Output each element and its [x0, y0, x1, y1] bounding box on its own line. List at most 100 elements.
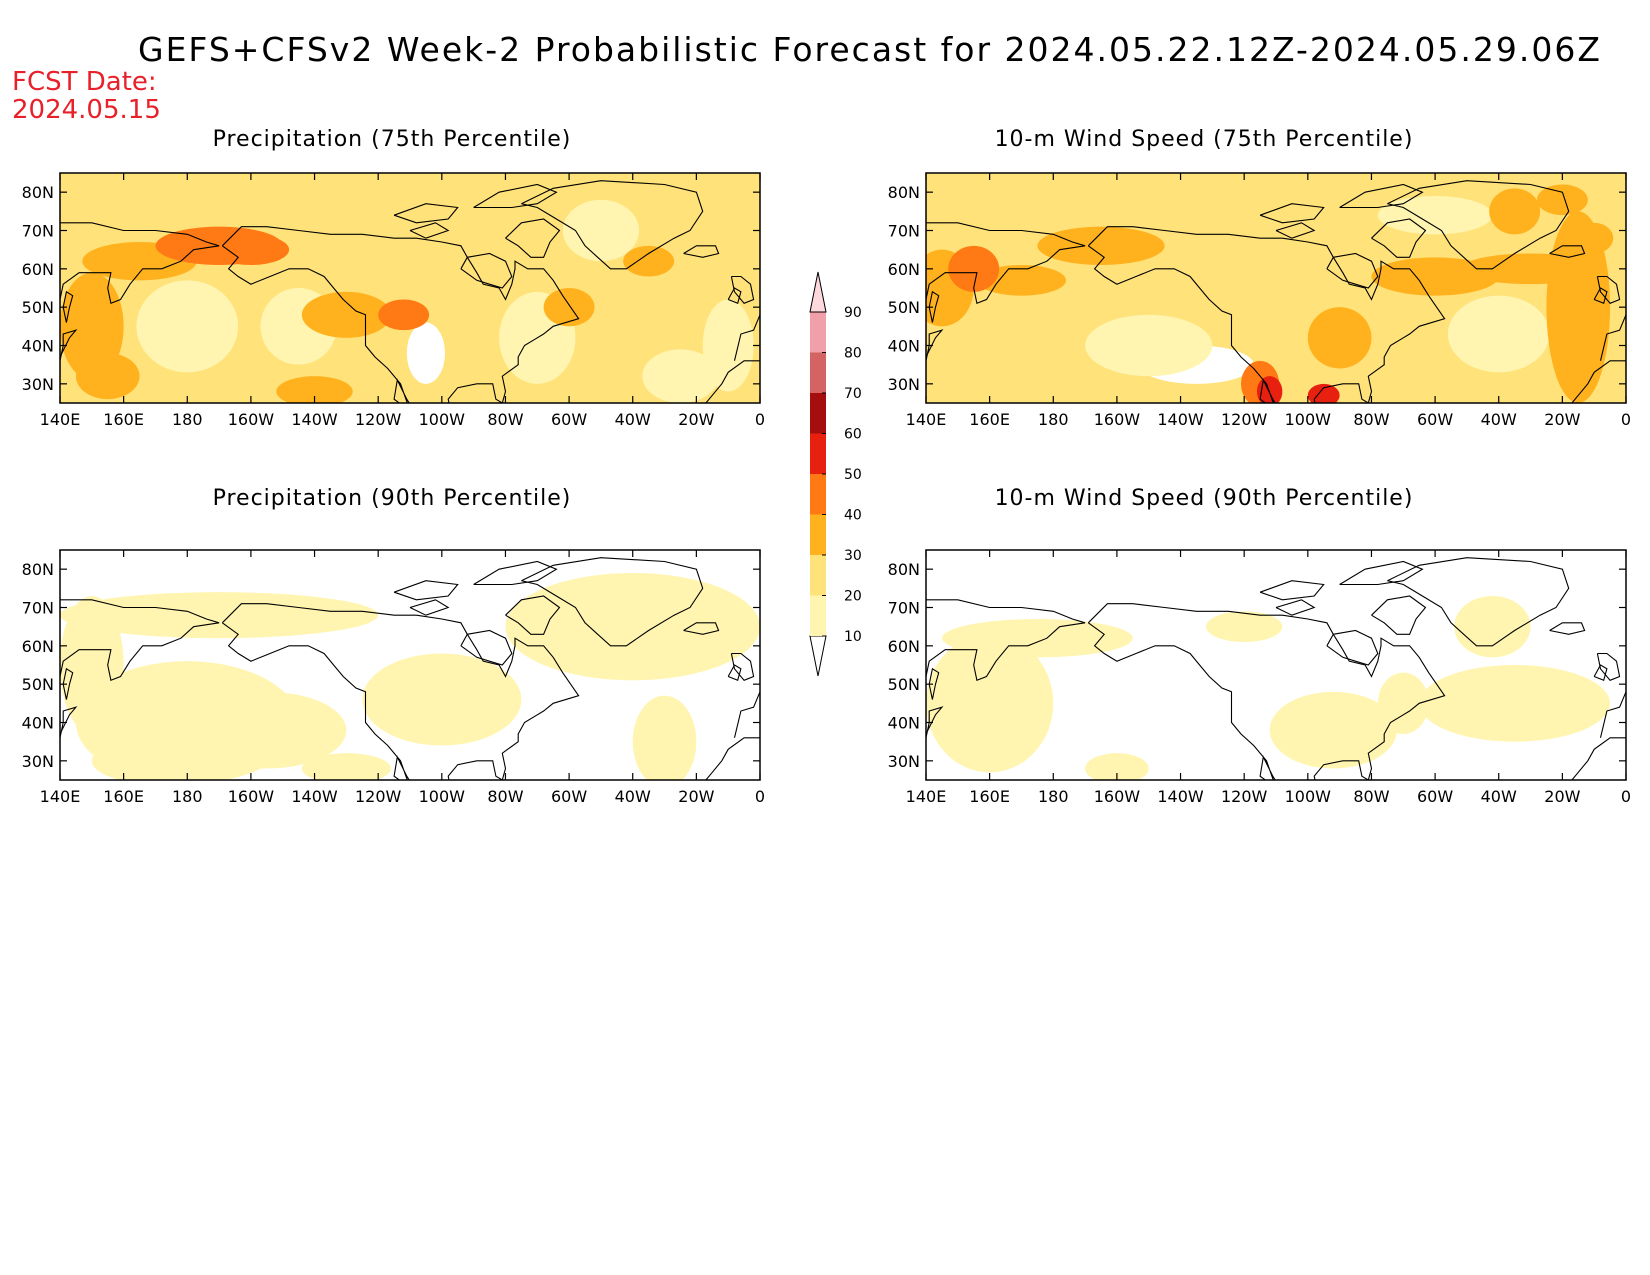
coastline [705, 737, 760, 780]
shading-contour [1377, 672, 1429, 734]
coastline [926, 222, 1086, 305]
colorbar-label: 60 [844, 427, 862, 443]
colorbar-segment [810, 312, 826, 353]
lon-label: 40W [615, 410, 651, 429]
lat-label: 30N [888, 375, 920, 394]
lat-label: 40N [22, 337, 54, 356]
lat-label: 40N [22, 714, 54, 733]
coastline [683, 622, 720, 635]
shading-contour [1085, 314, 1213, 377]
coastline [926, 599, 1086, 682]
shading-contour [562, 199, 640, 262]
lon-label: 100W [1285, 787, 1332, 806]
shading-contour [60, 592, 379, 639]
shading-contour [276, 376, 353, 403]
coastlines [60, 557, 760, 780]
coastline [393, 580, 459, 601]
coastline [1549, 622, 1586, 635]
coastline [1326, 252, 1379, 289]
colorbar-segment [809, 635, 827, 677]
coastline [60, 599, 220, 682]
coastline [1339, 560, 1424, 586]
map-panel-precip90: 30N 40N 50N 60N 70N 80N 140E 160E 180 160W 140W 120… [22, 549, 765, 806]
map-frame [59, 172, 761, 404]
shading-contour [1575, 222, 1614, 254]
lat-label: 40N [888, 337, 920, 356]
coastline [733, 691, 760, 738]
map-panel-precip75: 30N 40N 50N 60N 70N 80N 140E 160E 180 160W 140W 120… [22, 172, 765, 429]
shading-contour [1307, 307, 1372, 369]
colorbar-segment [810, 433, 826, 474]
lon-label: 60W [551, 410, 587, 429]
shading-contour [941, 619, 1133, 658]
lat-label: 80N [22, 560, 54, 579]
coastline [60, 222, 220, 305]
coastline [460, 252, 513, 289]
lat-label: 80N [888, 560, 920, 579]
coastline [1596, 652, 1621, 681]
coastline [60, 329, 78, 361]
lon-label: 80W [487, 410, 523, 429]
coastline [393, 203, 459, 224]
lon-label: 20W [1544, 787, 1580, 806]
coastline [733, 314, 760, 361]
lon-label: 140W [291, 787, 338, 806]
colorbar-segment [809, 271, 827, 313]
forecast-date-label: FCST Date: 2024.05.15 [12, 68, 161, 124]
colorbar-segment [810, 352, 826, 393]
lon-label: 0 [1621, 787, 1631, 806]
lat-label: 60N [888, 637, 920, 656]
shading-contour [1307, 383, 1340, 403]
shading-contour [1085, 753, 1149, 780]
lon-label: 160E [969, 410, 1010, 429]
lon-label: 180 [1038, 787, 1069, 806]
lat-label: 80N [888, 183, 920, 202]
colorbar-label: 40 [844, 508, 862, 524]
colorbar-label: 30 [844, 548, 862, 564]
lon-label: 180 [172, 787, 203, 806]
lon-label: 100W [419, 787, 466, 806]
shading-contour [301, 291, 391, 338]
map-frame [59, 549, 761, 781]
colorbar-label: 50 [844, 467, 862, 483]
coastline [1087, 226, 1446, 403]
shading-contour [75, 353, 140, 400]
lon-label: 180 [172, 410, 203, 429]
coastline [1259, 203, 1325, 224]
lon-label: 20W [678, 410, 714, 429]
coastline [1259, 580, 1325, 601]
lon-label: 160W [1094, 410, 1141, 429]
shading-contour [623, 245, 675, 277]
lon-label: 140E [906, 410, 947, 429]
shading-contour [948, 245, 1000, 292]
colorbar-label: 70 [844, 386, 862, 402]
lat-label: 30N [22, 752, 54, 771]
coastline [473, 183, 558, 209]
coastline [473, 560, 558, 586]
coastline [60, 706, 78, 738]
lon-label: 80W [1353, 410, 1389, 429]
lat-label: 50N [888, 298, 920, 317]
lon-label: 40W [1481, 787, 1517, 806]
coastline [1571, 737, 1626, 780]
main-title: GEFS+CFSv2 Week-2 Probabilistic Forecast… [138, 30, 1602, 69]
colorbar-label: 10 [844, 629, 862, 645]
lon-label: 60W [1417, 787, 1453, 806]
shading-contour [91, 737, 220, 780]
lon-label: 140W [1157, 787, 1204, 806]
shading-contour [1377, 196, 1493, 235]
coastline [928, 667, 940, 700]
lon-label: 140E [40, 787, 81, 806]
coastline [928, 290, 940, 323]
coastline [1387, 557, 1570, 647]
colorbar-segment [810, 474, 826, 515]
coastline [1087, 603, 1446, 780]
shading-contour [505, 573, 760, 681]
lat-label: 60N [22, 260, 54, 279]
coastline [1599, 314, 1626, 361]
lon-label: 0 [755, 410, 765, 429]
lon-label: 160W [1094, 787, 1141, 806]
lon-label: 120W [1221, 410, 1268, 429]
lat-label: 80N [22, 183, 54, 202]
